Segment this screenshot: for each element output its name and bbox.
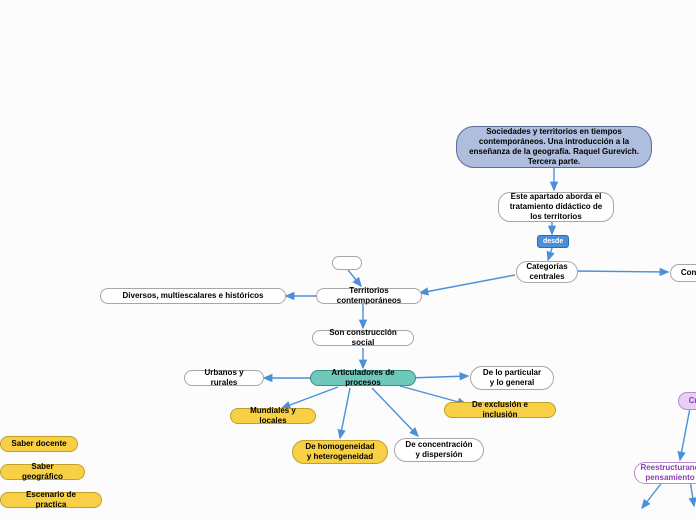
urbanos-node: Urbanos y rurales bbox=[184, 370, 264, 386]
mundiales-node: Mundiales y locales bbox=[230, 408, 316, 424]
apartado-node: Este apartado aborda el tratamiento didá… bbox=[498, 192, 614, 222]
title-node: Sociedades y territorios en tiempos cont… bbox=[456, 126, 652, 168]
articuladores-node: Articuladores de procesos bbox=[310, 370, 416, 386]
exclusion-node: De exclusión e inclusión bbox=[444, 402, 556, 418]
saber-docente-node: Saber docente bbox=[0, 436, 78, 452]
homogeneidad-node: De homogeneidad y heterogeneidad bbox=[292, 440, 388, 464]
concentracion-node: De concentración y dispersión bbox=[394, 438, 484, 462]
cr-node: Cr bbox=[678, 392, 696, 410]
link-desde: desde bbox=[537, 235, 569, 248]
empty-node bbox=[332, 256, 362, 270]
territorios-node: Territorios contemporáneos bbox=[316, 288, 422, 304]
escenario-node: Escenario de practica bbox=[0, 492, 102, 508]
reestructurano-node: Reestructurano pensamiento bbox=[634, 462, 696, 484]
saber-geografico-node: Saber geográfico bbox=[0, 464, 85, 480]
diversos-node: Diversos, multiescalares e históricos bbox=[100, 288, 286, 304]
categorias-node: Categorías centrales bbox=[516, 261, 578, 283]
particular-node: De lo particular y lo general bbox=[470, 366, 554, 390]
cont-node: Cont bbox=[670, 264, 696, 282]
construccion-node: Son construcción social bbox=[312, 330, 414, 346]
